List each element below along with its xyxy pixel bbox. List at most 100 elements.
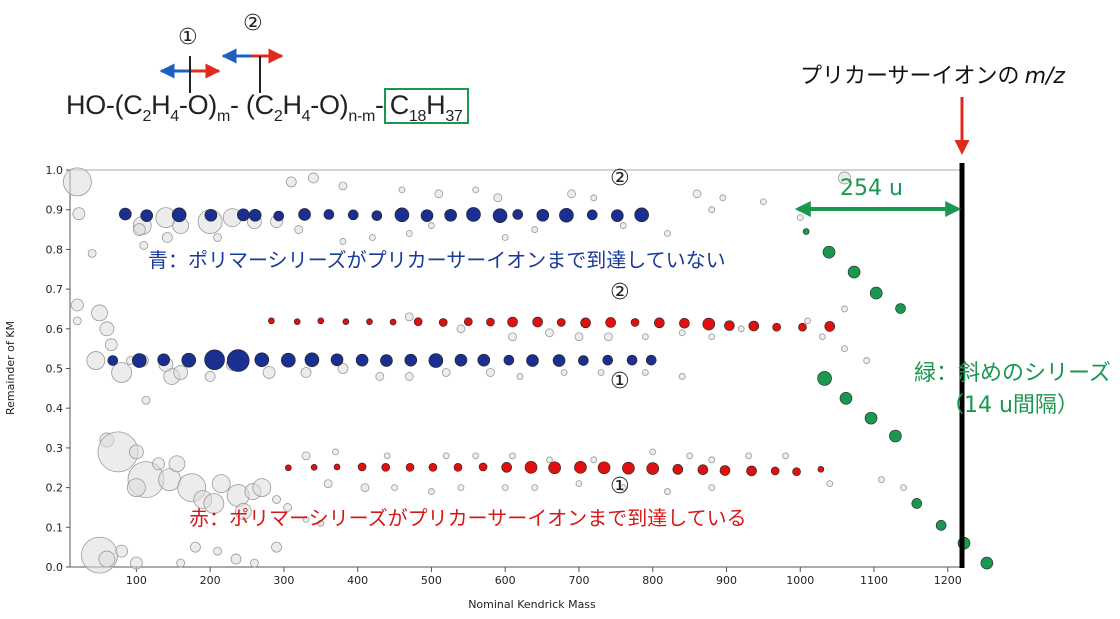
gray-point-45 bbox=[338, 181, 348, 191]
green-upper-point-4 bbox=[895, 303, 906, 314]
marker-one-red-lower: ① bbox=[610, 474, 630, 499]
red-upper-point-13 bbox=[580, 317, 591, 329]
gray-point-77 bbox=[796, 214, 804, 222]
blue-upper-point-11 bbox=[394, 207, 410, 223]
gray-point-104 bbox=[686, 452, 694, 460]
blue-lower-point-5 bbox=[226, 349, 250, 372]
gray-point-96 bbox=[332, 448, 339, 456]
gray-point-97 bbox=[383, 452, 391, 460]
green-upper-point-0 bbox=[802, 228, 810, 235]
polymer-formula: HO-(C2H4-O)m- (C2H4-O)n-m- C18H37 bbox=[66, 88, 469, 126]
gray-point-52 bbox=[692, 189, 702, 199]
blue-lower-point-2 bbox=[157, 353, 170, 367]
x-tick-label-700: 700 bbox=[568, 574, 589, 587]
red-lower-point-15 bbox=[646, 462, 660, 475]
red-upper-point-21 bbox=[772, 322, 781, 332]
x-tick-label-800: 800 bbox=[642, 574, 663, 587]
gray-point-132 bbox=[841, 345, 848, 353]
red-lower-point-7 bbox=[453, 463, 463, 472]
gray-point-131 bbox=[818, 333, 826, 341]
gray-point-92 bbox=[678, 373, 686, 380]
red-upper-point-12 bbox=[556, 318, 566, 327]
gray-point-31 bbox=[302, 515, 310, 523]
red-lower-point-8 bbox=[478, 462, 488, 472]
gray-point-98 bbox=[442, 452, 450, 460]
gray-point-66 bbox=[294, 225, 304, 234]
blue-upper-point-17 bbox=[536, 208, 550, 222]
blue-lower-point-19 bbox=[578, 355, 589, 366]
gray-point-112 bbox=[457, 484, 465, 492]
gray-point-93 bbox=[128, 444, 144, 460]
blue-upper-point-19 bbox=[586, 209, 598, 221]
blue-upper-point-9 bbox=[347, 209, 359, 221]
gray-point-68 bbox=[369, 234, 376, 241]
red-lower-point-14 bbox=[622, 461, 635, 475]
gray-point-4 bbox=[72, 316, 82, 326]
y-tick-label-1.0: 1.0 bbox=[46, 164, 64, 177]
red-upper-point-2 bbox=[317, 317, 325, 325]
x-axis-ticks: 100 200 300 400 500 600 700 800 900 1000 1100 1200 bbox=[126, 567, 962, 587]
green-lower-point-7 bbox=[980, 556, 994, 570]
gray-point-136 bbox=[900, 484, 907, 492]
red-lower-point-11 bbox=[548, 461, 561, 475]
gray-point-47 bbox=[434, 189, 444, 199]
blue-lower-point-15 bbox=[477, 353, 491, 367]
green-series-note: 緑：斜めのシリーズ bbox=[914, 361, 1111, 386]
blue-lower-point-4 bbox=[204, 349, 225, 371]
gray-point-34 bbox=[98, 550, 116, 568]
marker-two-formula: ② bbox=[243, 11, 263, 36]
red-upper-point-18 bbox=[702, 317, 716, 331]
x-tick-label-200: 200 bbox=[200, 574, 221, 587]
gray-point-28 bbox=[252, 478, 272, 498]
gray-point-26 bbox=[234, 503, 252, 520]
red-lower-point-20 bbox=[770, 466, 780, 476]
blue-upper-point-10 bbox=[371, 210, 383, 221]
gray-point-70 bbox=[428, 222, 435, 229]
blue-lower-point-7 bbox=[281, 352, 296, 368]
blue-lower-point-8 bbox=[304, 352, 320, 368]
precursor-label: プリカーサーイオンの m/z bbox=[800, 64, 1065, 89]
gray-point-48 bbox=[472, 186, 480, 194]
blue-upper-point-18 bbox=[559, 207, 574, 223]
red-lower-point-6 bbox=[428, 463, 438, 472]
gray-point-118 bbox=[708, 484, 716, 492]
gray-point-8 bbox=[86, 351, 106, 370]
gray-point-41 bbox=[250, 558, 259, 568]
marker-two-blue-upper: ② bbox=[610, 166, 630, 191]
gray-point-5 bbox=[91, 304, 108, 322]
gray-point-20 bbox=[168, 455, 186, 473]
x-tick-label-1100: 1100 bbox=[860, 574, 888, 587]
y-axis-ticks: 0.0 0.1 0.2 0.3 0.4 0.5 0.6 0.7 0.8 0.9 1.0 bbox=[46, 164, 70, 574]
marker-one-blue-lower: ① bbox=[610, 369, 630, 394]
gray-point-38 bbox=[189, 541, 201, 553]
blue-lower-point-1 bbox=[132, 353, 147, 368]
red-lower-point-5 bbox=[405, 463, 415, 472]
data-points bbox=[107, 207, 994, 570]
red-lower-point-18 bbox=[719, 465, 731, 476]
gray-point-124 bbox=[604, 332, 613, 342]
gray-point-134 bbox=[826, 480, 834, 488]
red-upper-point-10 bbox=[507, 316, 518, 328]
marker-one-formula: ① bbox=[178, 25, 198, 50]
red-upper-point-16 bbox=[654, 317, 665, 329]
gray-point-18 bbox=[126, 478, 146, 498]
gray-point-109 bbox=[360, 483, 370, 493]
y-tick-label-0.7: 0.7 bbox=[46, 283, 64, 296]
blue-lower-point-14 bbox=[454, 353, 468, 367]
gray-point-46 bbox=[398, 186, 406, 194]
gray-point-6 bbox=[99, 321, 115, 337]
x-tick-label-900: 900 bbox=[716, 574, 737, 587]
gray-point-103 bbox=[649, 448, 657, 456]
gray-point-108 bbox=[323, 479, 333, 489]
y-axis-label: Remainder of KM bbox=[4, 321, 17, 415]
gray-point-111 bbox=[428, 488, 435, 495]
red-upper-point-20 bbox=[748, 320, 760, 332]
blue-upper-point-16 bbox=[512, 209, 524, 220]
red-lower-point-22 bbox=[817, 466, 825, 473]
gray-point-35 bbox=[115, 544, 129, 558]
gray-point-127 bbox=[708, 333, 716, 341]
green-lower-point-4 bbox=[911, 498, 923, 509]
gray-point-90 bbox=[597, 369, 605, 376]
gray-point-24 bbox=[211, 474, 231, 494]
gray-point-101 bbox=[546, 456, 553, 464]
